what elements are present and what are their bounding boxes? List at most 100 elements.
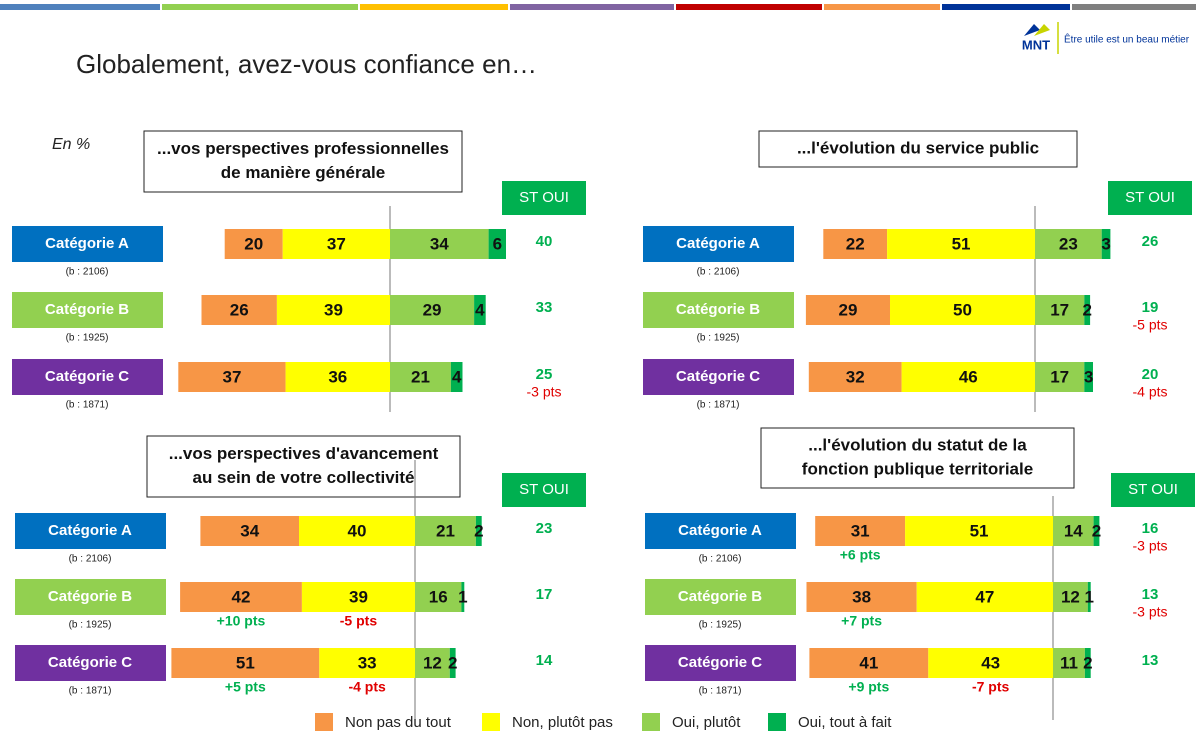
bar-segment	[474, 295, 486, 325]
bar-value: 51	[970, 521, 989, 540]
bar-segment	[178, 362, 286, 392]
bar-value: 50	[953, 300, 972, 319]
legend-label: Non, plutôt pas	[512, 714, 613, 731]
st-header: ST OUI	[1125, 189, 1175, 206]
st-header-box	[1111, 473, 1195, 507]
st-header: ST OUI	[1128, 481, 1178, 498]
bar-segment	[390, 295, 475, 325]
st-header: ST OUI	[519, 481, 569, 498]
legend-swatch	[315, 713, 333, 731]
unit-note: En %	[52, 136, 90, 153]
st-value: 25	[536, 366, 553, 383]
st-change: -3 pts	[1132, 604, 1167, 620]
base-label: (b : 1925)	[697, 333, 740, 344]
bar-value: 42	[232, 587, 251, 606]
bar-segment	[475, 516, 482, 546]
bar-segment	[805, 295, 890, 325]
bar-segment	[1084, 362, 1093, 392]
panel-title-box	[143, 130, 463, 193]
bar-segment	[390, 229, 489, 259]
bar-value: 4	[475, 300, 485, 319]
bar-value: 29	[838, 300, 857, 319]
bar-value: 2	[1083, 653, 1092, 672]
legend-swatch	[482, 713, 500, 731]
bar-segment	[887, 229, 1035, 259]
st-header-box	[502, 473, 586, 507]
bar-segment	[1053, 582, 1088, 612]
logo-name: MNT	[1022, 37, 1050, 52]
st-value: 26	[1142, 233, 1159, 250]
bar-value: 37	[327, 234, 346, 253]
st-header: ST OUI	[519, 189, 569, 206]
st-change: -5 pts	[1132, 317, 1167, 333]
bar-segment	[299, 516, 415, 546]
category-label: Catégorie A	[676, 235, 760, 252]
bar-value: 34	[240, 521, 259, 540]
base-label: (b : 1871)	[697, 400, 740, 411]
bar-value: 14	[1064, 521, 1083, 540]
bar-value: 47	[975, 587, 994, 606]
bar-value: 12	[1061, 587, 1080, 606]
st-value: 16	[1142, 520, 1159, 537]
category-box	[15, 645, 166, 681]
bar-segment	[224, 229, 283, 259]
panel-title-box	[760, 427, 1075, 489]
category-label: Catégorie B	[676, 301, 760, 318]
st-value: 17	[536, 586, 553, 603]
category-box	[645, 513, 796, 549]
st-value: 19	[1142, 299, 1159, 316]
bar-segment	[823, 229, 888, 259]
panel-title: fonction publique territoriale	[802, 459, 1033, 478]
st-header-box	[502, 181, 586, 215]
bar-segment	[916, 582, 1053, 612]
bar-value: 16	[429, 587, 448, 606]
base-label: (b : 2106)	[699, 554, 742, 565]
bar-value: 4	[452, 367, 462, 386]
bar-segment	[901, 362, 1035, 392]
bar-segment	[809, 648, 929, 678]
category-box	[643, 292, 794, 328]
category-box	[15, 513, 166, 549]
logo-tagline: Être utile est un beau métier	[1064, 33, 1190, 46]
change-label: +10 pts	[217, 613, 266, 629]
bar-value: 1	[1085, 587, 1094, 606]
change-label: +6 pts	[840, 547, 881, 563]
slide-title: Globalement, avez-vous confiance en…	[76, 49, 537, 79]
bar-value: 31	[851, 521, 870, 540]
bar-segment	[1053, 648, 1085, 678]
st-change: -3 pts	[526, 384, 561, 400]
bar-value: 6	[493, 234, 502, 253]
bar-segment	[815, 516, 906, 546]
bar-segment	[1093, 516, 1100, 546]
category-box	[12, 292, 163, 328]
base-label: (b : 1871)	[69, 686, 112, 697]
legend-swatch	[768, 713, 786, 731]
category-label: Catégorie A	[678, 522, 762, 539]
st-value: 20	[1142, 366, 1159, 383]
bar-segment	[1101, 229, 1111, 259]
st-value: 33	[536, 299, 553, 316]
st-value: 23	[536, 520, 553, 537]
category-box	[645, 579, 796, 615]
bar-segment	[180, 582, 302, 612]
legend-label: Oui, plutôt	[672, 714, 741, 731]
bar-segment	[415, 516, 476, 546]
bar-value: 36	[328, 367, 347, 386]
bar-value: 3	[1101, 234, 1110, 253]
bar-segment	[1087, 582, 1091, 612]
bar-segment	[928, 648, 1053, 678]
category-label: Catégorie C	[45, 368, 129, 385]
legend-swatch	[642, 713, 660, 731]
bar-segment	[1084, 295, 1091, 325]
base-label: (b : 1871)	[66, 400, 109, 411]
st-value: 13	[1142, 652, 1159, 669]
bar-value: 51	[952, 234, 971, 253]
bar-value: 37	[222, 367, 241, 386]
st-change: -4 pts	[1132, 384, 1167, 400]
base-label: (b : 2106)	[697, 267, 740, 278]
category-label: Catégorie A	[48, 522, 132, 539]
bar-value: 12	[423, 653, 442, 672]
bar-segment	[276, 295, 390, 325]
panel-title-box	[146, 435, 461, 498]
